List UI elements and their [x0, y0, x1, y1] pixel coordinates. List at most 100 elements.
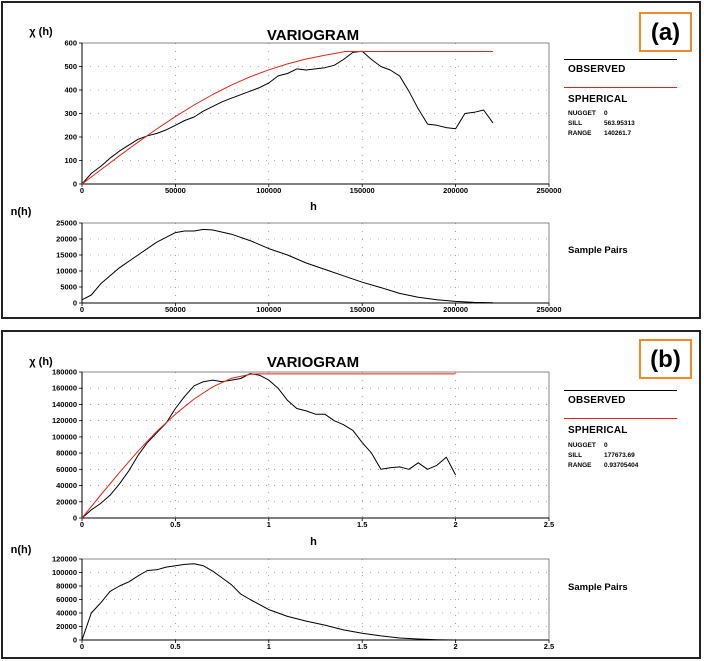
x-tick-label: 2.5 — [544, 642, 554, 651]
sample-pairs-label: Sample Pairs — [568, 582, 628, 593]
x-tick-label: 0 — [80, 186, 84, 195]
series-sample-pairs-line — [81, 563, 456, 641]
y-tick-label: 15000 — [56, 251, 77, 260]
x-tick-label: 1 — [267, 520, 271, 529]
y-tick-label: 10000 — [56, 267, 77, 276]
y-tick-label: 100000 — [52, 568, 77, 577]
param-key: NUGGET — [568, 442, 596, 449]
observed-legend-label: OBSERVED — [568, 64, 626, 75]
y-tick-label: 100000 — [52, 432, 77, 441]
x-tick-label: 50000 — [165, 186, 186, 195]
x-tick-label: 100000 — [256, 186, 281, 195]
plot-frame — [81, 371, 550, 519]
y-tick-label: 300 — [64, 109, 77, 118]
y-tick-label: 180000 — [52, 368, 77, 377]
y-tick-label: 200 — [64, 133, 77, 142]
param-value: 140261.7 — [604, 130, 632, 137]
param-row-range: RANGE 140261.7 — [568, 129, 635, 139]
panel-tag: (b) — [639, 339, 692, 379]
y-tick-label: 5000 — [60, 283, 77, 292]
y-tick-label: 0 — [73, 636, 77, 645]
x-tick-label: 1.5 — [357, 520, 367, 529]
y-tick-label: 40000 — [56, 609, 77, 618]
y-tick-label: 80000 — [56, 582, 77, 591]
chart-title: VARIOGRAM — [267, 354, 359, 371]
x-tick-label: 250000 — [536, 186, 561, 195]
variogram-panel-b-svg: 0 0.5 1 1.5 2 2.5 0 20000 40000 60000 80000 100000 1… — [11, 354, 555, 651]
param-row-sill: SILL 563.95313 — [568, 119, 635, 129]
series-observed-line — [81, 50, 494, 185]
y-axis-label: n(h) — [11, 544, 32, 556]
param-row-sill: SILL 177673.69 — [568, 451, 638, 461]
variogram-panel-a-svg: 0 50000 100000 150000 200000 2500000100200300… — [11, 26, 562, 314]
x-tick-label: 2 — [454, 520, 458, 529]
spherical-legend-line — [564, 418, 677, 419]
param-key: SILL — [568, 452, 583, 459]
param-value: 177673.69 — [604, 452, 635, 459]
y-tick-label: 60000 — [56, 465, 77, 474]
panel-a: 0 50000 100000 150000 200000 250000 0 100 200 300… — [1, 1, 701, 319]
y-tick-label: 140000 — [52, 400, 77, 409]
y-tick-label: 25000 — [56, 219, 77, 228]
y-tick-label: 600 — [64, 39, 77, 48]
series-observed-line — [81, 373, 457, 519]
x-tick-label: 2.5 — [544, 520, 554, 529]
x-tick-label: 200000 — [443, 305, 468, 314]
series-spherical-line — [81, 373, 456, 519]
x-tick-label: 150000 — [350, 186, 375, 195]
x-axis-label: h — [310, 201, 317, 213]
y-tick-label: 500 — [64, 62, 77, 71]
y-tick-label: 120000 — [52, 555, 77, 564]
param-row-nugget: NUGGET 0 — [568, 441, 638, 451]
param-value: 0 — [604, 110, 608, 117]
y-axis-label: χ (h) — [29, 356, 53, 368]
x-tick-label: 0.5 — [170, 520, 180, 529]
param-value: 563.95313 — [604, 120, 635, 127]
x-tick-label: 150000 — [350, 305, 375, 314]
x-tick-label: 0 — [80, 642, 84, 651]
y-tick-label: 0 — [73, 514, 77, 523]
param-value: 0.93705404 — [604, 462, 639, 469]
y-tick-label: 20000 — [56, 497, 77, 506]
model-params: NUGGET 0 SILL 177673.69 RANGE 0.93705404 — [568, 441, 638, 471]
y-tick-label: 20000 — [56, 235, 77, 244]
param-row-nugget: NUGGET 0 — [568, 109, 635, 119]
spherical-legend-label: SPHERICAL — [568, 425, 628, 436]
x-tick-label: 50000 — [165, 305, 186, 314]
series-sample-pairs-line — [81, 228, 494, 304]
y-tick-label: 60000 — [56, 595, 77, 604]
observed-legend-line — [564, 59, 677, 60]
y-tick-label: 160000 — [52, 384, 77, 393]
plot-frame — [81, 42, 550, 185]
spherical-legend-line — [564, 87, 677, 88]
spherical-legend-label: SPHERICAL — [568, 94, 628, 105]
param-value: 0 — [604, 442, 608, 449]
y-axis-label: n(h) — [11, 206, 32, 218]
y-tick-label: 0 — [73, 180, 77, 189]
chart-title: VARIOGRAM — [267, 27, 359, 44]
observed-legend-line — [564, 390, 677, 391]
y-tick-label: 80000 — [56, 449, 77, 458]
x-tick-label: 200000 — [443, 186, 468, 195]
x-tick-label: 2 — [454, 642, 458, 651]
sample-pairs-label: Sample Pairs — [568, 245, 628, 256]
x-tick-label: 0 — [80, 305, 84, 314]
param-key: RANGE — [568, 130, 592, 137]
panel-tag: (a) — [639, 12, 692, 52]
y-tick-label: 400 — [64, 86, 77, 95]
y-tick-label: 120000 — [52, 416, 77, 425]
series-spherical-line — [81, 51, 493, 185]
param-key: SILL — [568, 120, 583, 127]
panel-b: 0 0.5 1 1.5 2 2.5 0 20000 40000 60000 80000 100000 1… — [1, 330, 701, 659]
x-tick-label: 1 — [267, 642, 271, 651]
param-key: NUGGET — [568, 110, 596, 117]
y-tick-label: 20000 — [56, 622, 77, 631]
model-params: NUGGET 0 SILL 563.95313 RANGE 140261.7 — [568, 109, 635, 139]
x-tick-label: 0.5 — [170, 642, 180, 651]
plot-frame — [81, 222, 550, 304]
y-axis-label: χ (h) — [29, 26, 53, 38]
observed-legend-label: OBSERVED — [568, 395, 626, 406]
plot-frame — [81, 558, 550, 641]
y-tick-label: 100 — [64, 156, 77, 165]
y-tick-label: 40000 — [56, 481, 77, 490]
